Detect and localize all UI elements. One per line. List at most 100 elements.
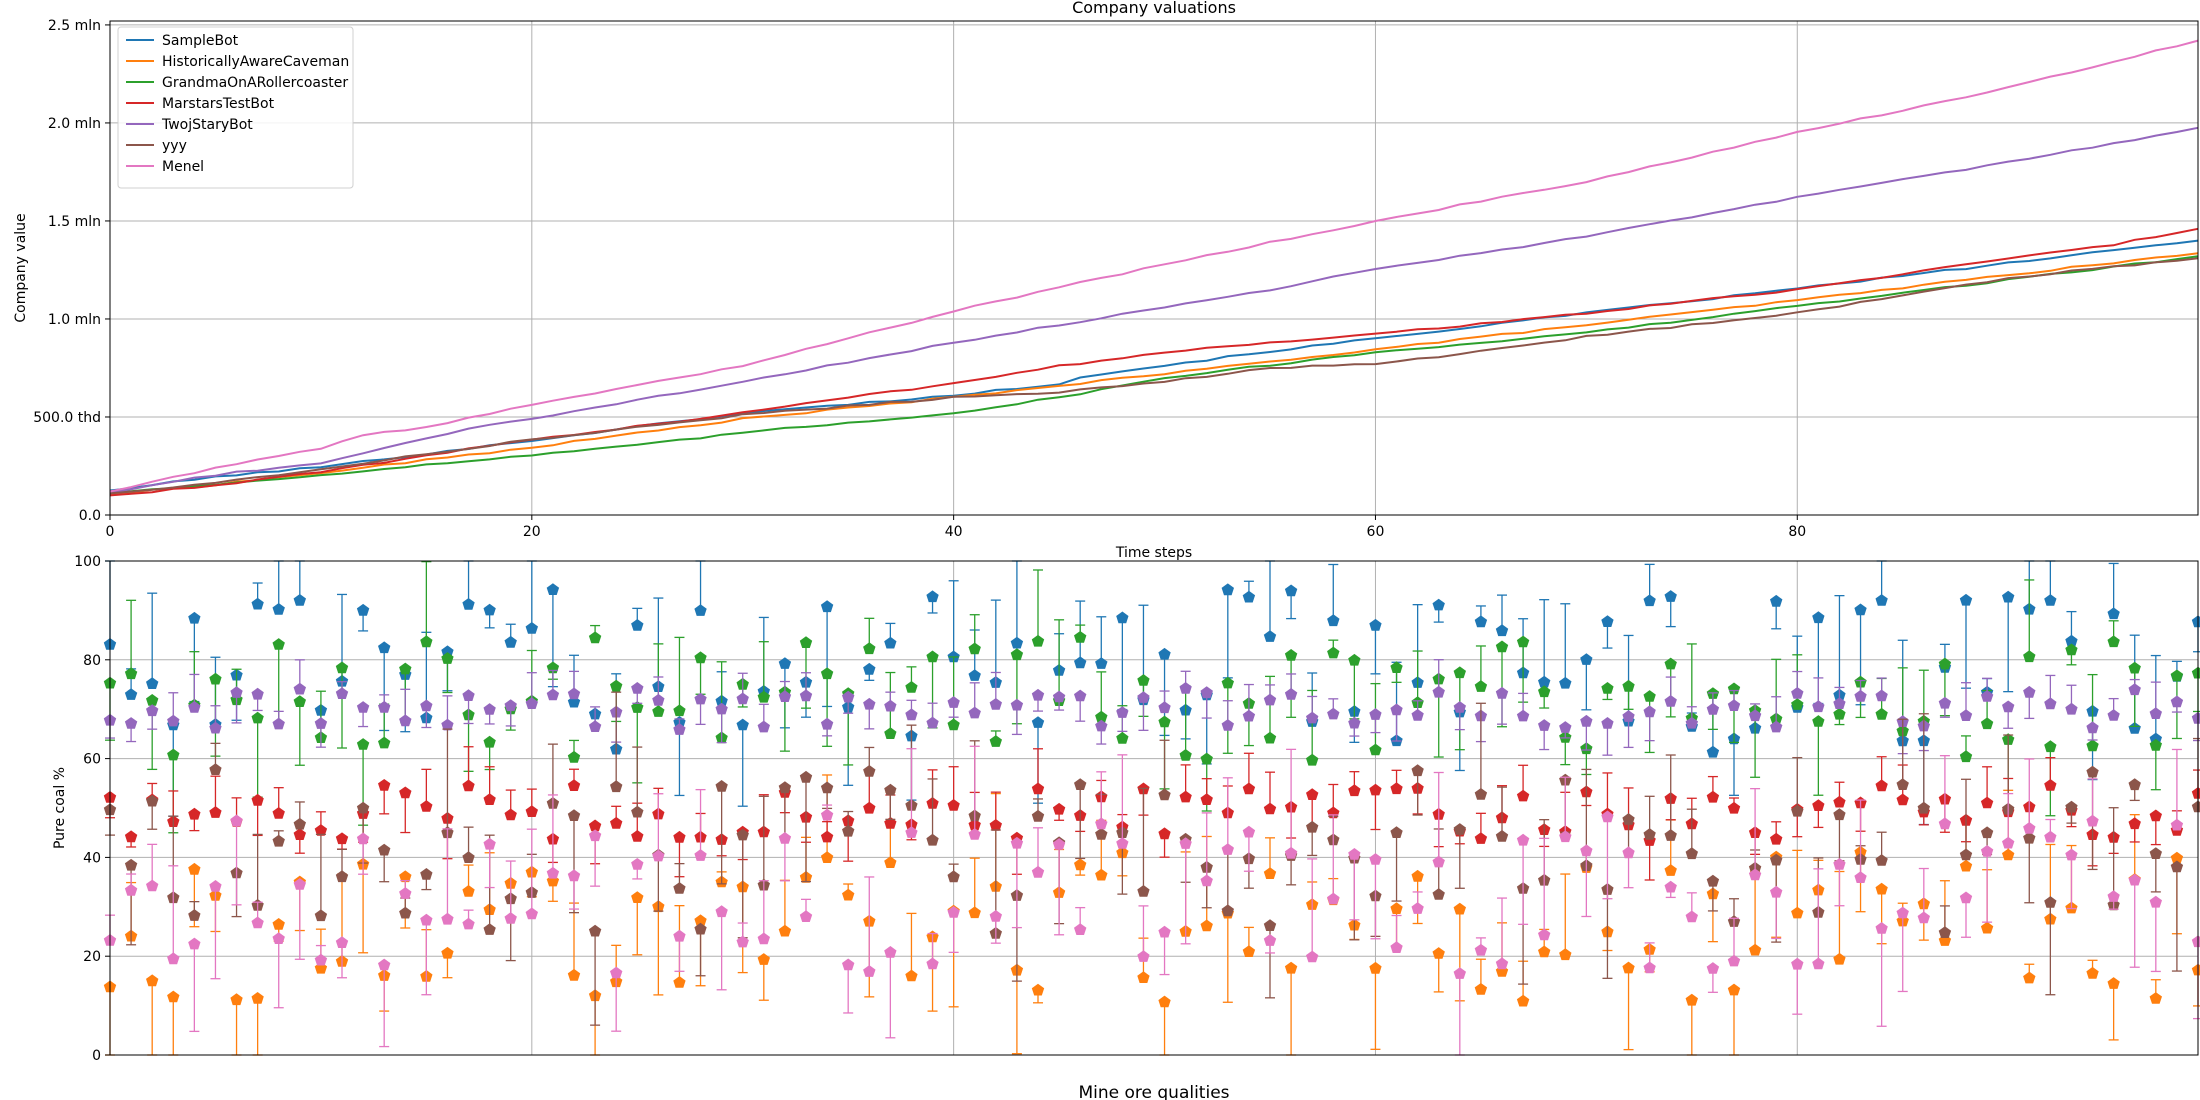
ore-point	[251, 711, 264, 724]
ore-point	[884, 699, 897, 712]
ore-point	[272, 918, 285, 930]
ore-point	[1601, 717, 1614, 729]
ore-point	[1664, 864, 1677, 876]
ore-point	[167, 714, 180, 727]
ore-point	[167, 990, 180, 1003]
ore-point	[1622, 679, 1635, 692]
ore-point	[441, 946, 454, 959]
ore-point	[863, 697, 876, 710]
ore-point	[1348, 653, 1361, 666]
ore-point	[1727, 699, 1741, 711]
ore-point	[1095, 719, 1108, 732]
ore-point	[1327, 707, 1340, 720]
ore-point	[1116, 837, 1129, 849]
ore-point	[462, 885, 475, 897]
ore-point	[293, 695, 306, 707]
ore-point	[673, 882, 686, 894]
valuations-lines	[109, 39, 2199, 497]
ore-point	[1411, 869, 1424, 882]
ore-point	[1643, 705, 1656, 718]
ore-point	[124, 858, 138, 871]
ore-point	[1706, 790, 1720, 803]
ore-point	[188, 701, 201, 713]
ore-point	[989, 819, 1002, 831]
ore-point	[1833, 808, 1846, 821]
ore-point	[1095, 868, 1108, 881]
ore-point	[1980, 826, 1994, 839]
ore-point	[272, 932, 285, 944]
ore-point	[1453, 823, 1466, 835]
ore-point	[146, 974, 159, 987]
ore-point	[1031, 865, 1045, 878]
ore-point	[335, 870, 349, 883]
ore-ytick-label: 20	[83, 949, 101, 965]
ore-point	[1474, 680, 1488, 692]
ore-point	[947, 870, 960, 883]
ore-point	[799, 910, 813, 922]
ore-point	[1432, 685, 1445, 698]
ore-point	[1516, 635, 1530, 648]
ore-point	[989, 735, 1002, 747]
ore-point	[968, 906, 981, 919]
valuations-ytick-label: 500.0 thd	[33, 410, 101, 426]
ore-point	[1812, 611, 1825, 624]
ore-point	[1390, 782, 1403, 795]
ore-point	[778, 924, 792, 937]
ore-point	[884, 946, 897, 958]
ore-point	[715, 780, 728, 792]
ore-point	[2065, 634, 2078, 647]
ore-point	[757, 720, 770, 733]
ore-point	[1980, 921, 1994, 934]
ore-point	[1327, 614, 1340, 627]
ore-point	[1643, 961, 1656, 974]
ore-point	[1074, 656, 1087, 669]
ore-point	[1158, 925, 1171, 938]
ore-point	[2086, 966, 2099, 979]
ore-point	[1917, 911, 1930, 924]
ore-point	[525, 697, 538, 709]
ore-point	[1685, 847, 1698, 860]
ore-point	[1369, 743, 1382, 756]
ore-point	[588, 829, 602, 842]
ore-point	[1643, 690, 1656, 702]
ore-point	[2149, 847, 2162, 859]
ore-point	[167, 748, 180, 761]
ore-point	[1284, 649, 1298, 661]
ore-point	[1959, 709, 1973, 721]
ore-point	[842, 690, 855, 703]
ore-point	[1685, 716, 1698, 729]
ore-point	[146, 694, 159, 706]
ore-point	[694, 651, 707, 664]
ore-point	[188, 862, 201, 875]
ore-point	[1538, 685, 1551, 698]
valuations-xlabel: Time steps	[1115, 545, 1192, 561]
ore-point	[230, 993, 243, 1006]
ore-point	[1390, 661, 1403, 673]
ore-point	[2044, 594, 2057, 606]
ore-ytick-label: 0	[92, 1048, 101, 1064]
ore-point	[251, 992, 264, 1004]
ore-point	[820, 717, 834, 730]
ore-point	[567, 750, 581, 763]
ore-point	[2065, 702, 2078, 715]
ore-point	[778, 832, 792, 844]
ore-point	[1221, 676, 1234, 689]
ore-point	[272, 717, 285, 730]
ore-point	[1559, 721, 1572, 733]
ore-point	[483, 735, 496, 748]
ore-point	[2023, 650, 2036, 663]
series-line-HistoricallyAwareCaveman	[109, 252, 2199, 496]
ore-point	[1010, 648, 1024, 661]
ore-point	[504, 808, 517, 821]
ore-point	[610, 780, 623, 793]
ore-point	[146, 794, 159, 807]
ore-point	[1495, 624, 1509, 637]
ore-point	[1812, 715, 1825, 727]
ore-point	[1664, 657, 1677, 670]
ore-point	[567, 779, 581, 791]
ore-point	[1474, 615, 1488, 628]
ore-point	[926, 650, 939, 663]
ore-point	[2086, 765, 2099, 778]
ore-point	[209, 721, 222, 734]
ore-point	[525, 907, 538, 920]
